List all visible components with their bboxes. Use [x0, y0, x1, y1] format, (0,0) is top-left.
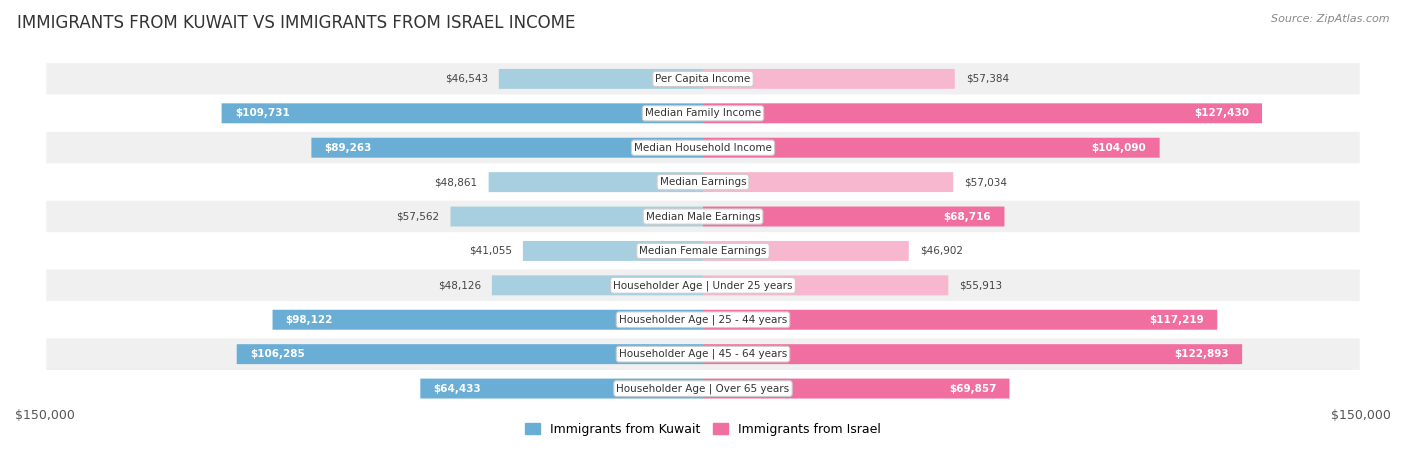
FancyBboxPatch shape [703, 172, 953, 192]
FancyBboxPatch shape [450, 206, 703, 226]
FancyBboxPatch shape [703, 241, 908, 261]
FancyBboxPatch shape [45, 130, 1361, 165]
FancyBboxPatch shape [499, 69, 703, 89]
FancyBboxPatch shape [703, 310, 1218, 330]
FancyBboxPatch shape [311, 138, 703, 158]
FancyBboxPatch shape [45, 62, 1361, 96]
Text: $122,893: $122,893 [1174, 349, 1229, 359]
Text: $89,263: $89,263 [325, 143, 373, 153]
Text: $57,034: $57,034 [965, 177, 1007, 187]
FancyBboxPatch shape [273, 310, 703, 330]
Text: $57,384: $57,384 [966, 74, 1010, 84]
Text: Householder Age | Under 25 years: Householder Age | Under 25 years [613, 280, 793, 290]
FancyBboxPatch shape [45, 96, 1361, 130]
Text: $57,562: $57,562 [396, 212, 440, 221]
Text: Householder Age | 45 - 64 years: Householder Age | 45 - 64 years [619, 349, 787, 360]
FancyBboxPatch shape [492, 276, 703, 295]
FancyBboxPatch shape [489, 172, 703, 192]
Text: $48,126: $48,126 [437, 280, 481, 290]
Text: Householder Age | Over 65 years: Householder Age | Over 65 years [616, 383, 790, 394]
Text: $109,731: $109,731 [235, 108, 290, 118]
Text: Median Household Income: Median Household Income [634, 143, 772, 153]
Text: $55,913: $55,913 [959, 280, 1002, 290]
Text: Per Capita Income: Per Capita Income [655, 74, 751, 84]
FancyBboxPatch shape [703, 103, 1263, 123]
Text: $69,857: $69,857 [949, 383, 997, 394]
Text: $64,433: $64,433 [433, 383, 481, 394]
Text: Median Female Earnings: Median Female Earnings [640, 246, 766, 256]
Text: $48,861: $48,861 [434, 177, 478, 187]
Text: $46,902: $46,902 [920, 246, 963, 256]
FancyBboxPatch shape [45, 337, 1361, 371]
FancyBboxPatch shape [420, 379, 703, 398]
Text: $127,430: $127,430 [1194, 108, 1249, 118]
Text: Householder Age | 25 - 44 years: Householder Age | 25 - 44 years [619, 314, 787, 325]
Text: Median Earnings: Median Earnings [659, 177, 747, 187]
Text: Source: ZipAtlas.com: Source: ZipAtlas.com [1271, 14, 1389, 24]
Text: $46,543: $46,543 [444, 74, 488, 84]
FancyBboxPatch shape [703, 206, 1004, 226]
Text: $41,055: $41,055 [470, 246, 512, 256]
Text: $104,090: $104,090 [1091, 143, 1146, 153]
FancyBboxPatch shape [45, 371, 1361, 406]
Text: Median Family Income: Median Family Income [645, 108, 761, 118]
Legend: Immigrants from Kuwait, Immigrants from Israel: Immigrants from Kuwait, Immigrants from … [520, 418, 886, 441]
FancyBboxPatch shape [45, 165, 1361, 199]
Text: $98,122: $98,122 [285, 315, 333, 325]
FancyBboxPatch shape [703, 344, 1241, 364]
Text: Median Male Earnings: Median Male Earnings [645, 212, 761, 221]
FancyBboxPatch shape [45, 199, 1361, 234]
FancyBboxPatch shape [236, 344, 703, 364]
FancyBboxPatch shape [703, 69, 955, 89]
FancyBboxPatch shape [222, 103, 703, 123]
FancyBboxPatch shape [703, 276, 948, 295]
FancyBboxPatch shape [45, 303, 1361, 337]
FancyBboxPatch shape [45, 268, 1361, 303]
FancyBboxPatch shape [703, 138, 1160, 158]
FancyBboxPatch shape [523, 241, 703, 261]
Text: IMMIGRANTS FROM KUWAIT VS IMMIGRANTS FROM ISRAEL INCOME: IMMIGRANTS FROM KUWAIT VS IMMIGRANTS FRO… [17, 14, 575, 32]
Text: $106,285: $106,285 [250, 349, 305, 359]
Text: $68,716: $68,716 [943, 212, 991, 221]
FancyBboxPatch shape [703, 379, 1010, 398]
Text: $117,219: $117,219 [1149, 315, 1204, 325]
FancyBboxPatch shape [45, 234, 1361, 268]
